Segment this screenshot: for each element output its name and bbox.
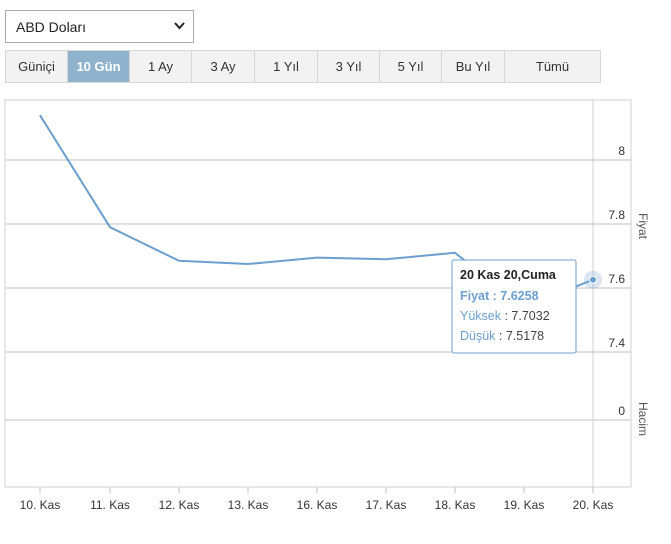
- x-tick-label: 17. Kas: [366, 498, 407, 512]
- tooltip-fiyat-label: Fiyat: [460, 289, 490, 303]
- y-tick-label: 7.6: [608, 272, 625, 286]
- x-tick-label: 19. Kas: [504, 498, 545, 512]
- y-axis-title: Fiyat: [636, 213, 650, 240]
- tooltip-fiyat-value: 7.6258: [500, 289, 538, 303]
- range-button-label: 1 Yıl: [273, 59, 299, 74]
- range-button-gunici[interactable]: Güniçi: [6, 51, 68, 82]
- range-button-10-gun[interactable]: 10 Gün: [68, 51, 130, 82]
- price-chart: 10. Kas 11. Kas 12. Kas 13. Kas 16. Kas 17. K…: [4, 99, 650, 512]
- range-button-label: 1 Ay: [147, 59, 174, 74]
- tooltip-dusuk-value: 7.5178: [506, 329, 544, 343]
- chevron-down-icon: [174, 22, 185, 30]
- range-button-label: Güniçi: [18, 59, 55, 74]
- tooltip-title: 20 Kas 20,Cuma: [460, 268, 557, 282]
- range-button-5-yil[interactable]: 5 Yıl: [380, 51, 442, 82]
- range-button-label: Tümü: [535, 59, 570, 74]
- range-button-label: Bu Yıl: [455, 59, 491, 74]
- x-tick-label: 13. Kas: [228, 498, 269, 512]
- volume-tick-label: 0: [618, 404, 625, 418]
- range-button-bu-yil[interactable]: Bu Yıl: [442, 51, 505, 82]
- x-tick-label: 12. Kas: [159, 498, 200, 512]
- y-tick-label: 7.4: [608, 336, 625, 350]
- x-tick-label: 10. Kas: [20, 498, 61, 512]
- volume-axis-title: Hacim: [636, 402, 650, 436]
- y-tick-label: 8: [618, 144, 625, 158]
- tooltip-yuksek-value: 7.7032: [511, 309, 549, 323]
- currency-select[interactable]: ABD Doları: [5, 10, 194, 43]
- range-selector: Güniçi 10 Gün 1 Ay 3 Ay 1 Yıl 3 Yıl 5 Yı…: [5, 50, 601, 83]
- range-button-1-ay[interactable]: 1 Ay: [130, 51, 192, 82]
- range-button-tumu[interactable]: Tümü: [505, 51, 600, 82]
- range-button-label: 5 Yıl: [397, 59, 424, 74]
- tooltip-dusuk-label: Düşük: [460, 329, 496, 343]
- range-button-1-yil[interactable]: 1 Yıl: [255, 51, 318, 82]
- tooltip-yuksek-label: Yüksek: [460, 309, 502, 323]
- tooltip: 20 Kas 20,Cuma Fiyat : 7.6258 Yüksek : 7…: [451, 259, 577, 354]
- y-tick-label: 7.8: [608, 208, 625, 222]
- x-tick-label: 11. Kas: [90, 498, 130, 512]
- x-tick-label: 18. Kas: [435, 498, 476, 512]
- tooltip-fiyat-row: Fiyat : 7.6258: [460, 289, 539, 303]
- range-button-3-yil[interactable]: 3 Yıl: [318, 51, 380, 82]
- currency-select-value: ABD Doları: [16, 18, 87, 35]
- range-button-label: 3 Yıl: [335, 59, 362, 74]
- range-button-3-ay[interactable]: 3 Ay: [192, 51, 255, 82]
- x-tick-label: 16. Kas: [297, 498, 338, 512]
- tooltip-yuksek-row: Yüksek : 7.7032: [460, 309, 550, 323]
- range-button-label: 10 Gün: [76, 59, 121, 74]
- tooltip-dusuk-row: Düşük : 7.5178: [460, 329, 544, 343]
- x-tick-label: 20. Kas: [573, 498, 614, 512]
- hover-point[interactable]: [589, 275, 597, 284]
- range-button-label: 3 Ay: [210, 59, 236, 74]
